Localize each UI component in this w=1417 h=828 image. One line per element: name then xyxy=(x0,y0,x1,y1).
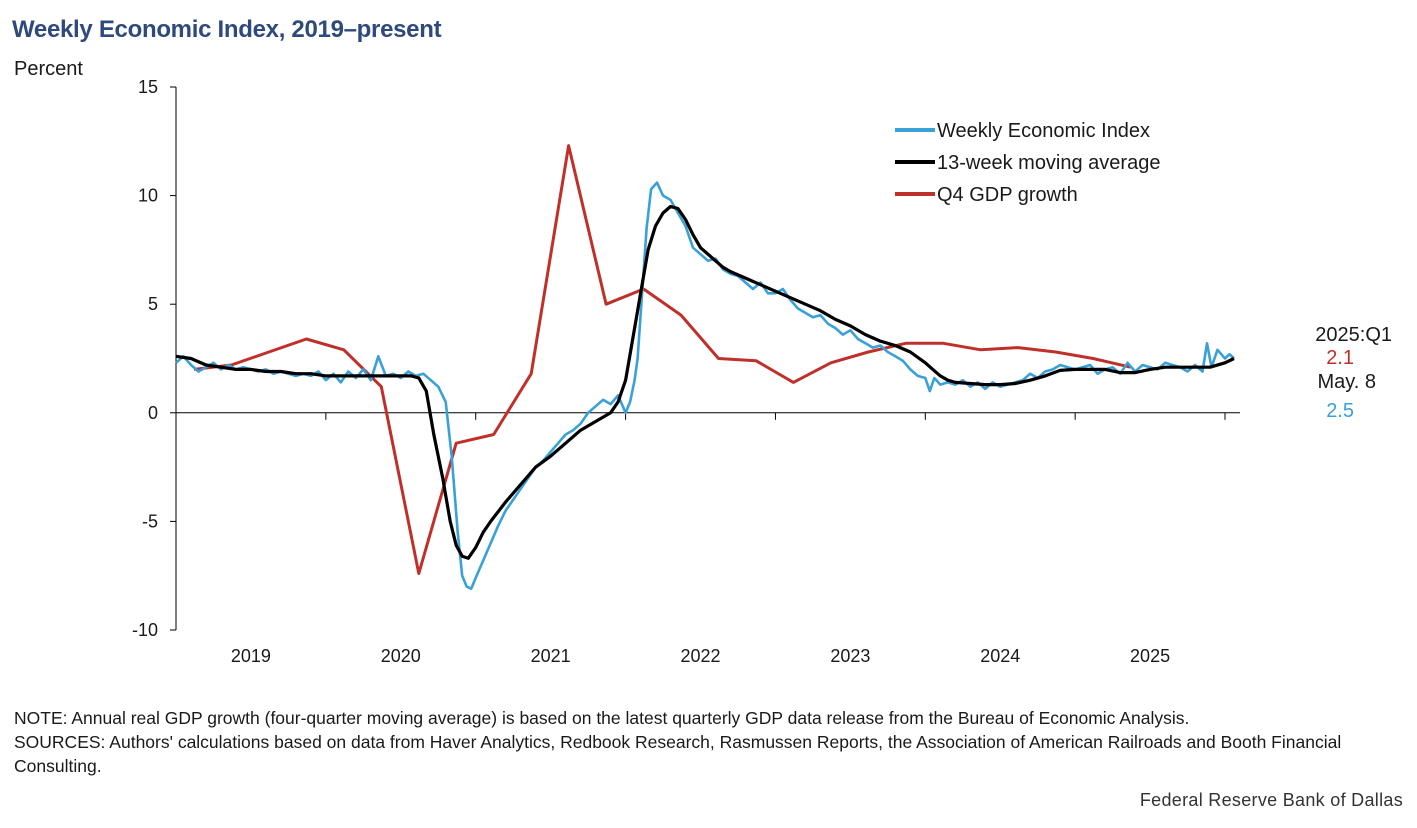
y-tick-label: 10 xyxy=(138,186,158,206)
y-tick-label: -10 xyxy=(132,620,158,640)
annotation-quarter: 2025:Q1 xyxy=(1315,324,1392,346)
x-tick-label: 2019 xyxy=(231,646,271,666)
x-tick-label: 2022 xyxy=(680,646,720,666)
legend-label: Q4 GDP growth xyxy=(937,184,1078,206)
y-axis-label: Percent xyxy=(14,58,83,80)
gdp-line xyxy=(193,144,1131,575)
chart-title: Weekly Economic Index, 2019–present xyxy=(12,16,442,43)
series-layer xyxy=(175,144,1235,590)
wei-line xyxy=(175,181,1235,590)
legend-label: Weekly Economic Index xyxy=(937,120,1150,142)
legend-item-wei: Weekly Economic Index xyxy=(895,120,1150,142)
x-tick-label: 2025 xyxy=(1130,646,1170,666)
note-text: NOTE: Annual real GDP growth (four-quart… xyxy=(14,708,1190,728)
moving-average-line xyxy=(175,204,1235,560)
x-tick-label: 2021 xyxy=(531,646,571,666)
x-tick-label: 2020 xyxy=(381,646,421,666)
notes-block: NOTE: Annual real GDP growth (four-quart… xyxy=(14,706,1344,778)
credit-text: Federal Reserve Bank of Dallas xyxy=(1139,790,1403,810)
y-tick-label: -5 xyxy=(142,511,158,531)
y-tick-label: 15 xyxy=(138,77,158,97)
legend-item-gdp: Q4 GDP growth xyxy=(895,184,1078,206)
annotation-date: May. 8 xyxy=(1317,371,1376,393)
axes: 15 10 5 0 -5 -10 2019 2020 2021 2022 2023 2024 2025 xyxy=(132,77,1240,666)
annotation-gdp-value: 2.1 xyxy=(1326,347,1354,369)
x-tick-label: 2023 xyxy=(830,646,870,666)
y-tick-label: 5 xyxy=(148,294,158,314)
annotation-wei-value: 2.5 xyxy=(1326,400,1354,422)
x-tick-label: 2024 xyxy=(980,646,1020,666)
legend-label: 13-week moving average xyxy=(937,152,1160,174)
legend-item-moving-average: 13-week moving average xyxy=(895,152,1160,174)
y-tick-label: 0 xyxy=(148,403,158,423)
sources-text: SOURCES: Authors' calculations based on … xyxy=(14,732,1342,776)
legend: Weekly Economic Index 13-week moving aver… xyxy=(895,120,1160,206)
